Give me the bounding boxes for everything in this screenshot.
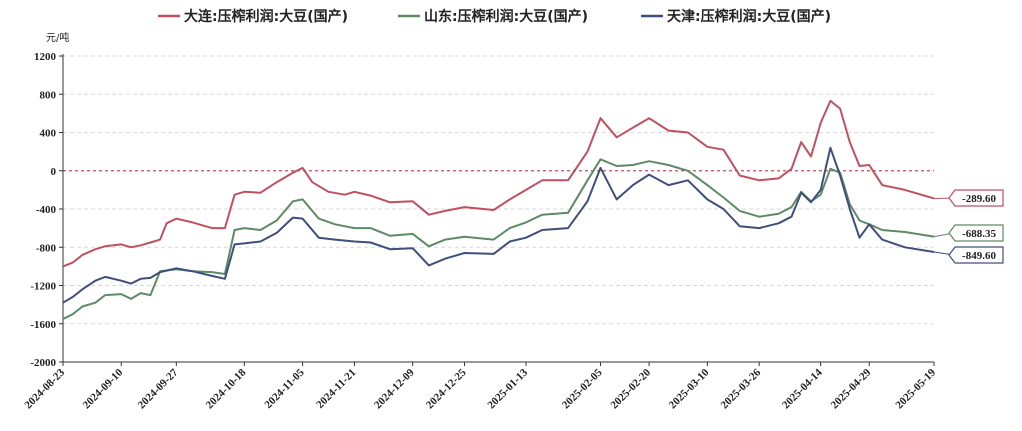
legend-label: 天津:压榨利润:大豆(国产) <box>667 8 831 25</box>
y-tick-label: 0 <box>51 166 57 178</box>
end-value-label: -849.60 <box>962 250 996 262</box>
grid-lines <box>63 55 934 363</box>
x-tick-label: 2025-02-20 <box>608 366 653 411</box>
x-tick-label: 2024-08-23 <box>22 366 67 411</box>
series-line-3 <box>62 146 935 304</box>
x-tick-label: 2025-04-14 <box>780 366 825 411</box>
x-tick-label: 2024-10-18 <box>204 366 249 411</box>
end-label-box <box>948 224 1004 242</box>
y-tick-label: -1600 <box>30 319 56 331</box>
x-tick-label: 2025-05-19 <box>893 366 938 411</box>
x-tick-label: 2024-12-09 <box>372 366 417 411</box>
x-tick-label: 2025-03-10 <box>667 366 712 411</box>
x-tick-label: 2024-09-27 <box>136 366 181 411</box>
y-tick-label: 800 <box>40 89 57 101</box>
x-axis-ticks: 2024-08-23 2024-09-10 2024-09-27 2024-10-18… <box>22 362 938 411</box>
x-tick-label: 2025-02-05 <box>560 366 605 411</box>
y-tick-label: -2000 <box>30 357 56 369</box>
x-tick-label: 2025-01-13 <box>485 366 530 411</box>
x-tick-label: 2024-11-05 <box>262 366 307 411</box>
y-axis-unit-label: 元/吨 <box>46 31 69 44</box>
y-tick-label: 400 <box>40 128 57 140</box>
end-label-box <box>948 189 1004 207</box>
legend: 大连:压榨利润:大豆(国产) 山东:压榨利润:大豆(国产) 天津:压榨利润:大豆(国… <box>158 8 831 25</box>
x-tick-label: 2024-11-21 <box>314 367 358 411</box>
y-axis-ticks: 1200 800 400 0 -400 -800 -1200 -1600 -2000 <box>30 51 63 369</box>
end-label-box <box>948 246 1004 264</box>
end-value-label: -688.35 <box>962 228 996 240</box>
series-lines <box>62 99 935 320</box>
y-tick-label: 1200 <box>34 51 57 63</box>
x-tick-label: 2024-12-25 <box>424 366 469 411</box>
series-line-1 <box>62 99 935 268</box>
x-tick-label: 2024-09-10 <box>81 366 126 411</box>
series-line-2 <box>62 158 935 320</box>
legend-label: 山东:压榨利润:大豆(国产) <box>424 8 588 25</box>
axes <box>62 54 934 363</box>
end-value-labels: -289.60 -688.35 -849.60 <box>933 189 1004 264</box>
x-tick-label: 2025-04-29 <box>829 366 874 411</box>
y-tick-label: -1200 <box>30 281 56 293</box>
y-tick-label: -400 <box>36 204 57 216</box>
y-tick-label: -800 <box>36 242 57 254</box>
end-value-label: -289.60 <box>962 193 996 205</box>
x-tick-label: 2025-03-26 <box>718 366 763 411</box>
legend-label: 大连:压榨利润:大豆(国产) <box>184 8 348 25</box>
